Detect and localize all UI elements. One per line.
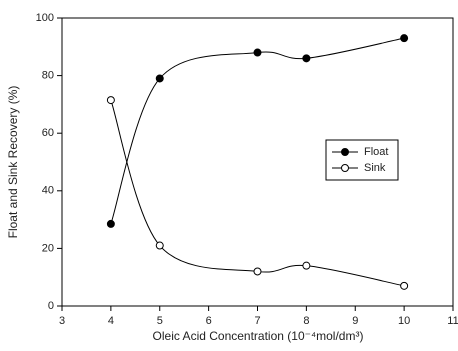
data-point (155, 241, 164, 250)
series-line (110, 99, 405, 287)
data-point (155, 74, 164, 83)
data-point (400, 281, 409, 290)
series-line (110, 37, 405, 225)
legend-box (325, 139, 399, 181)
data-point (302, 54, 311, 63)
x-tick-label: 10 (398, 315, 410, 327)
data-point (253, 48, 262, 57)
legend-label: Float (364, 146, 388, 158)
data-point (106, 219, 115, 228)
y-tick-label: 100 (36, 12, 54, 24)
x-tick-label: 8 (303, 315, 309, 327)
x-tick-label: 9 (352, 315, 358, 327)
legend-marker (341, 148, 349, 156)
x-tick-label: 5 (157, 315, 163, 327)
y-tick-label: 0 (48, 300, 54, 312)
data-point (253, 267, 262, 276)
y-tick-label: 60 (42, 127, 54, 139)
x-tick-label: 4 (108, 315, 114, 327)
data-point (400, 34, 409, 43)
legend-label: Sink (364, 162, 386, 174)
legend-marker (341, 164, 349, 172)
y-tick-label: 80 (42, 70, 54, 82)
x-tick-label: 3 (59, 315, 65, 327)
x-tick-label: 6 (206, 315, 212, 327)
data-point (106, 96, 115, 105)
x-axis-title: Oleic Acid Concentration (10⁻⁴mol/dm³) (153, 329, 364, 343)
y-axis-title: Float and Sink Recovery (%) (6, 86, 20, 239)
x-tick-label: 7 (254, 315, 260, 327)
y-tick-label: 40 (42, 185, 54, 197)
y-tick-label: 20 (42, 242, 54, 254)
x-tick-label: 11 (447, 315, 458, 327)
data-point (302, 261, 311, 270)
